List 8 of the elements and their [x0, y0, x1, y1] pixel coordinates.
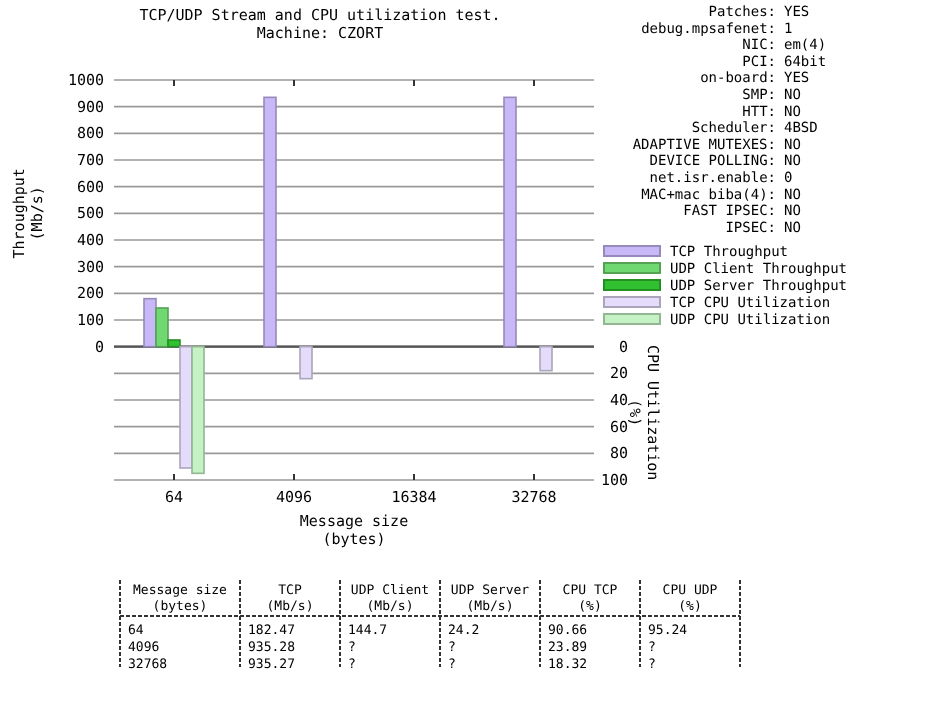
bar [143, 297, 157, 348]
bar [503, 96, 517, 348]
bar [191, 345, 205, 475]
bar [167, 339, 181, 348]
bar [299, 345, 313, 380]
bar [263, 96, 277, 348]
bar [155, 307, 169, 348]
bar [539, 345, 553, 372]
